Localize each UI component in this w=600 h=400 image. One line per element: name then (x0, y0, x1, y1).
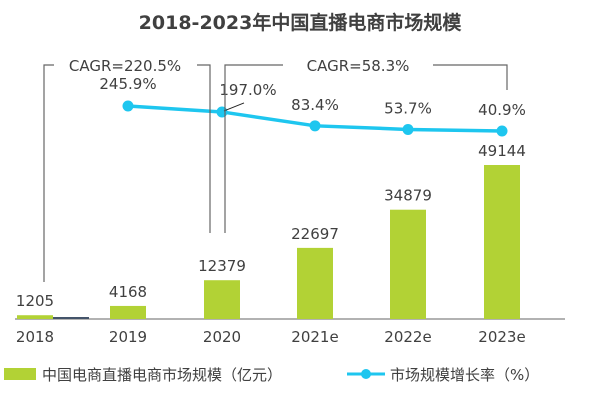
bar-label-2020: 12379 (198, 257, 246, 275)
growth-label-2023e: 40.9% (478, 101, 526, 119)
legend-bar-swatch (4, 368, 36, 380)
legend-line-dot (361, 369, 371, 379)
bar-label-2018: 1205 (16, 292, 54, 310)
x-tick-2020: 2020 (203, 328, 241, 346)
legend-line-label: 市场规模增长率（%） (390, 366, 539, 384)
growth-point-2023e (496, 125, 508, 137)
cagr-bracket-left-a (43, 64, 54, 282)
growth-point-2021e (309, 120, 321, 132)
growth-point-2020 (216, 106, 228, 118)
chart-title: 2018-2023年中国直播电商市场规模 (138, 12, 462, 34)
growth-point-2019 (122, 100, 134, 112)
x-tick-2019: 2019 (109, 328, 147, 346)
bar-label-2023e: 49144 (478, 142, 526, 160)
bar-2021e (297, 247, 333, 319)
cagr-bracket-left-b (197, 64, 211, 233)
bar-2020 (204, 280, 240, 319)
bar-2023e (484, 165, 520, 319)
growth-label-2022e: 53.7% (384, 99, 432, 117)
bar-2018 (17, 315, 53, 319)
leader-line (223, 102, 245, 112)
cagr-label-1: CAGR=220.5% (69, 57, 181, 75)
growth-point-2022e (402, 123, 414, 135)
cagr-bracket-right-b (433, 64, 508, 90)
growth-label-2020: 197.0% (219, 81, 276, 99)
bar-2019 (110, 305, 146, 319)
x-tick-2018: 2018 (16, 328, 54, 346)
bar-label-2019: 4168 (109, 283, 147, 301)
growth-label-2019: 245.9% (99, 75, 156, 93)
cagr-bracket-right-a (224, 64, 283, 233)
bar-2022e (390, 209, 426, 319)
x-tick-2022e: 2022e (384, 328, 431, 346)
legend-bar-label: 中国电商直播电商市场规模（亿元） (42, 366, 282, 384)
bar-label-2021e: 22697 (291, 225, 339, 243)
x-tick-2023e: 2023e (478, 328, 525, 346)
growth-label-2021e: 83.4% (291, 96, 339, 114)
x-tick-2021e: 2021e (291, 328, 338, 346)
cagr-label-2: CAGR=58.3% (307, 57, 410, 75)
bar-label-2022e: 34879 (384, 187, 432, 205)
